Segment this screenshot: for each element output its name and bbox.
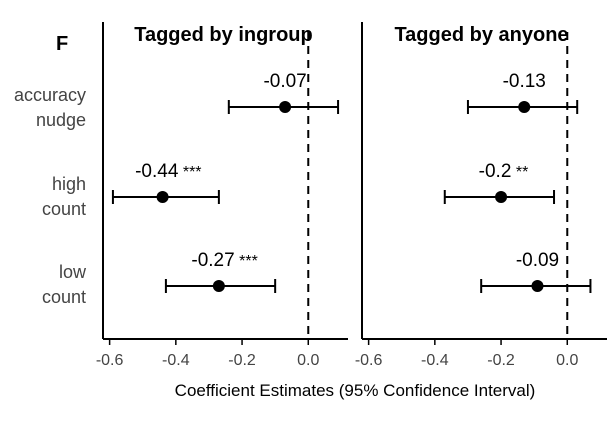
category-label-line: low xyxy=(59,262,87,282)
x-tick-label: -0.4 xyxy=(421,352,449,369)
estimate-group: -0.09 xyxy=(480,250,592,293)
category-label: accuracy nudge xyxy=(14,85,86,130)
estimate-point xyxy=(212,280,225,292)
panel: Tagged by anyone -0.6 -0.4 -0.2 0.0 -0.13 -0.2… xyxy=(355,22,607,369)
x-tick-label: 0.0 xyxy=(556,352,578,369)
category-label-line: high xyxy=(52,174,86,194)
panel: Tagged by ingroup -0.6 -0.4 -0.2 0.0 -0.07 -0.… xyxy=(96,22,348,369)
category-label: low count xyxy=(42,262,87,307)
category-label-line: accuracy xyxy=(14,85,86,105)
estimate-label: -0.09 xyxy=(516,250,559,271)
category-labels: accuracy nudge high count low count xyxy=(14,85,87,307)
x-tick-label: 0.0 xyxy=(297,352,319,369)
panel-title: Tagged by anyone xyxy=(394,24,568,46)
panels: Tagged by ingroup -0.6 -0.4 -0.2 0.0 -0.07 -0.… xyxy=(96,22,607,369)
x-tick-label: -0.4 xyxy=(162,352,190,369)
estimate-point xyxy=(156,191,169,203)
x-tick-label: -0.6 xyxy=(355,352,383,369)
estimate-point xyxy=(518,101,531,113)
panel-letter: F xyxy=(56,33,68,55)
estimate-group: -0.2 ** xyxy=(443,161,556,204)
estimate-label: -0.07 xyxy=(263,71,306,92)
estimate-label: -0.13 xyxy=(503,71,546,92)
x-axis-label: Coefficient Estimates (95% Confidence In… xyxy=(175,381,536,400)
category-label-line: count xyxy=(42,287,86,307)
category-label-line: nudge xyxy=(36,110,86,130)
x-tick-label: -0.2 xyxy=(228,352,256,369)
estimate-label: -0.44 *** xyxy=(135,161,201,182)
estimate-group: -0.27 *** xyxy=(164,250,277,293)
estimate-group: -0.13 xyxy=(466,71,579,114)
category-label: high count xyxy=(42,174,86,219)
estimate-label: -0.2 ** xyxy=(479,161,529,182)
estimate-label: -0.27 *** xyxy=(191,250,257,271)
panel-title: Tagged by ingroup xyxy=(134,24,313,46)
x-tick-label: -0.2 xyxy=(487,352,515,369)
estimate-point xyxy=(495,191,508,203)
category-label-line: count xyxy=(42,199,86,219)
estimate-point xyxy=(531,280,544,292)
x-tick-label: -0.6 xyxy=(96,352,124,369)
estimate-point xyxy=(279,101,292,113)
estimate-group: -0.44 *** xyxy=(111,161,220,204)
estimate-group: -0.07 xyxy=(227,71,340,114)
